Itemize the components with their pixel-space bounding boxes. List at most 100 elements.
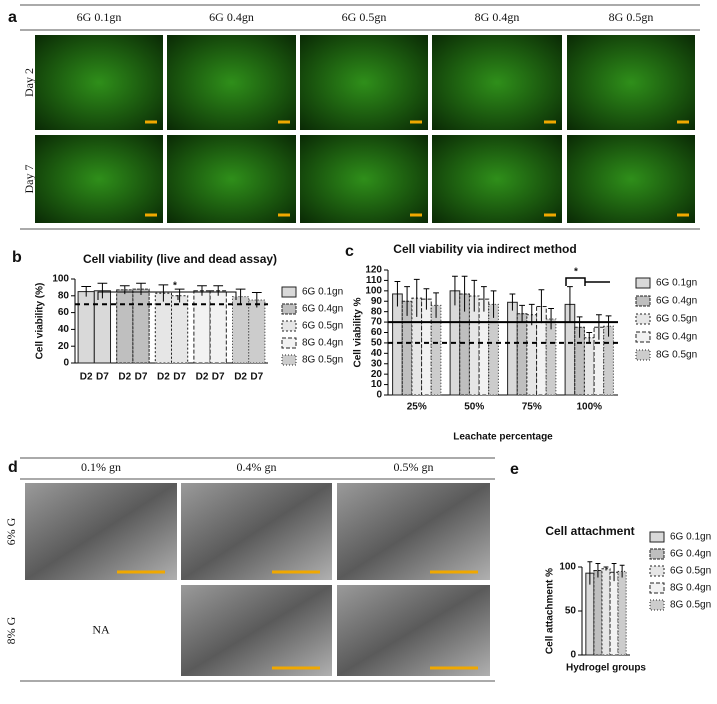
x-tick-label: D2 — [80, 372, 93, 383]
panel-label: c — [345, 243, 354, 260]
y-tick-label: 30 — [371, 358, 383, 369]
y-tick-label: 40 — [58, 324, 70, 335]
legend-label: 8G 0.5gn — [670, 600, 711, 611]
y-tick-label: 80 — [371, 306, 383, 317]
bar — [93, 290, 112, 364]
chart-title: Cell viability (live and dead assay) — [83, 252, 277, 266]
legend-swatch — [635, 313, 651, 325]
bar — [478, 298, 490, 396]
error-bar — [394, 280, 401, 307]
legend-swatch — [281, 354, 297, 366]
row-label: Day 7 — [22, 165, 36, 194]
error-bar — [596, 314, 602, 340]
x-tick-label: D2 — [196, 372, 209, 383]
bar — [430, 304, 442, 396]
error-bar — [567, 286, 573, 323]
x-tick-label: D7 — [212, 372, 225, 383]
error-bar — [586, 332, 593, 343]
error-bar — [509, 293, 516, 311]
bar — [516, 313, 528, 396]
error-bar — [619, 564, 625, 578]
y-tick-label: 0 — [63, 358, 69, 369]
legend-swatch — [649, 582, 665, 594]
x-tick-label: D7 — [173, 372, 186, 383]
y-tick-label: 100 — [52, 274, 69, 285]
error-bar — [97, 282, 108, 299]
sem-image — [337, 585, 490, 676]
y-tick-label: 10 — [371, 379, 383, 390]
sem-image — [181, 585, 332, 676]
y-axis-label: Cell attachment % — [545, 568, 556, 654]
bar — [231, 296, 250, 364]
micrograph — [35, 135, 163, 223]
y-tick-label: 20 — [58, 341, 70, 352]
bar — [603, 325, 614, 396]
bar — [193, 290, 211, 364]
column-label: 8G 0.4gn — [475, 10, 520, 24]
y-axis-label: Cell viability (%) — [35, 283, 46, 360]
bar — [593, 570, 603, 656]
bar — [585, 572, 595, 656]
legend-label: 8G 0.5gn — [656, 350, 697, 361]
y-tick-label: 0 — [570, 650, 576, 661]
sem-image — [181, 483, 332, 580]
legend-label: 6G 0.4gn — [670, 549, 711, 560]
bar — [171, 295, 189, 364]
x-tick-label: 75% — [522, 402, 542, 413]
panel-label: b — [12, 249, 22, 266]
micrograph — [300, 35, 428, 130]
legend-label: 8G 0.4gn — [670, 583, 711, 594]
column-label: 6G 0.4gn — [209, 10, 254, 24]
layout — [20, 4, 700, 682]
legend-swatch — [635, 331, 651, 343]
legend-swatch — [281, 303, 297, 315]
error-bar — [471, 279, 478, 312]
y-tick-label: 0 — [376, 390, 382, 401]
error-bar — [174, 288, 185, 303]
micrograph — [35, 35, 163, 130]
error-bar — [538, 289, 545, 324]
column-label: 6G 0.5gn — [342, 10, 387, 24]
legend-label: 8G 0.4gn — [302, 338, 343, 349]
bar — [488, 303, 499, 396]
x-tick-label: D2 — [234, 372, 247, 383]
y-tick-label: 50 — [565, 606, 577, 617]
legend-swatch — [635, 349, 651, 361]
bar — [507, 301, 518, 396]
micrograph — [432, 35, 562, 130]
error-bar — [119, 285, 130, 295]
bar — [392, 293, 403, 396]
x-tick-label: D7 — [96, 372, 109, 383]
y-tick-label: 100 — [365, 285, 382, 296]
column-label: 0.4% gn — [237, 460, 277, 474]
legend-label: 8G 0.4gn — [656, 332, 697, 343]
significance-bracket — [97, 291, 237, 300]
y-tick-label: 20 — [371, 369, 383, 380]
legend-swatch — [281, 320, 297, 332]
legend-label: 6G 0.1gn — [302, 287, 343, 298]
x-tick-label: 100% — [576, 402, 602, 413]
legend-swatch — [635, 295, 651, 307]
sem-image — [337, 483, 490, 580]
legend-swatch — [635, 277, 651, 289]
bar — [209, 290, 227, 364]
y-axis-label: Cell viability % — [353, 297, 364, 367]
error-bar — [423, 288, 430, 310]
significance-bracket — [565, 277, 610, 286]
x-axis-label: Hydrogel groups — [566, 663, 646, 674]
panel-label: a — [8, 9, 17, 26]
column-label: 6G 0.1gn — [77, 10, 122, 24]
micrograph — [567, 35, 695, 130]
error-bar — [136, 282, 146, 295]
error-bar — [197, 285, 207, 296]
error-bar — [158, 284, 169, 302]
annotation: * — [574, 267, 578, 278]
error-bar — [548, 308, 554, 330]
bar — [609, 571, 619, 656]
na-label: NA — [92, 622, 110, 636]
error-bar — [461, 275, 468, 312]
legend-label: 6G 0.1gn — [670, 532, 711, 543]
x-tick-label: 25% — [407, 402, 427, 413]
y-tick-label: 100 — [559, 562, 576, 573]
